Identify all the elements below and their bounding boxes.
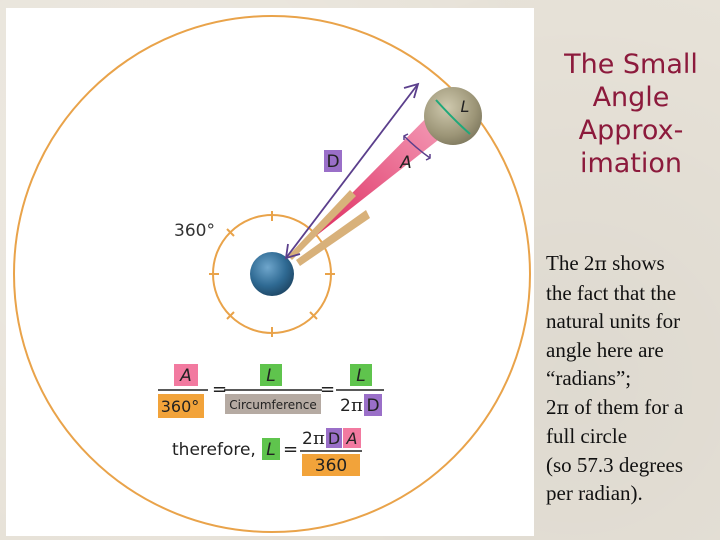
eq-equals-3: = [283, 439, 298, 460]
body-line-6-post: of them for a [569, 394, 684, 419]
eq-d: D [366, 396, 379, 416]
eq-l3: L [266, 440, 275, 460]
eq-360-2: 360 [315, 456, 347, 476]
slide-title: The Small Angle Approx- imation [548, 48, 714, 180]
body-line-5: “radians”; [546, 366, 632, 390]
equation-row-1: A 360° = L Circumference = L 2 π D [158, 364, 384, 418]
angle-label: A [399, 153, 412, 173]
title-line-1: The Small [564, 49, 698, 80]
distance-arrowhead-top [403, 82, 420, 99]
body-line-4: angle here are [546, 337, 664, 362]
eq-360-box [158, 394, 204, 418]
body-line-3: natural units for [546, 309, 681, 333]
diagram-panel: D A L 360° A 360° = L Circumference = L … [6, 8, 534, 536]
body-line-1-post: shows [606, 251, 665, 275]
eq-a2: A [346, 429, 358, 448]
eq-a-box [174, 364, 198, 386]
length-label: L [461, 97, 470, 116]
d-label-box [324, 150, 342, 172]
eq-therefore: therefore, [172, 440, 256, 460]
title-line-4: imation [579, 148, 683, 179]
angle-arc-head-1 [403, 133, 409, 140]
eq-a: A [179, 366, 192, 386]
eq-360-2-box [302, 454, 360, 476]
eq-two: 2 [340, 396, 351, 416]
slide-body-text: The 2π shows the fact that the natural u… [546, 249, 714, 508]
body-line-1: The 2π shows [546, 249, 714, 279]
pi-symbol: π [594, 253, 607, 275]
outer-circle [13, 15, 531, 533]
body-line-7: full circle [546, 424, 628, 448]
body-line-6-pre: 2 [546, 394, 557, 419]
telescope-bar-top [288, 190, 356, 260]
length-arc [435, 99, 471, 135]
eq-d2: D [328, 429, 340, 448]
body-line-8: (so 57.3 degrees [546, 452, 684, 477]
distance-arrow [285, 83, 419, 259]
planet [250, 252, 294, 296]
angle-arc [403, 135, 431, 159]
title-line-2: Angle [592, 82, 670, 113]
eq-equals-2: = [320, 379, 335, 400]
eq-d2-box [326, 428, 342, 448]
eq-d-box [364, 394, 382, 416]
telescope-bar-bottom [296, 210, 370, 266]
eq-l2: L [356, 366, 365, 386]
body-line-6: 2π of them for a [546, 393, 714, 423]
eq-360: 360° [161, 397, 200, 416]
body-line-2: the fact that the [546, 280, 677, 305]
eq-l1: L [266, 366, 275, 386]
eq-two-2: 2 [302, 429, 313, 449]
distance-arrowhead-bottom [284, 243, 301, 260]
eq-l2-box [350, 364, 372, 386]
full-circle-label: 360° [174, 221, 215, 241]
eq-circumference-box [225, 394, 321, 414]
eq-pi-2: π [313, 428, 325, 449]
angle-arc-head-2 [425, 154, 431, 161]
eq-pi: π [351, 395, 363, 416]
moon [424, 87, 482, 145]
eq-a2-box [343, 428, 361, 448]
eq-l3-box [262, 438, 280, 460]
distance-label: D [326, 152, 339, 172]
title-line-3: Approx- [578, 115, 684, 146]
small-angle-diagram: D A L 360° A 360° = L Circumference = L … [13, 15, 531, 533]
eq-circumference: Circumference [229, 398, 317, 412]
body-line-1-pre: The 2 [546, 251, 595, 275]
pi-symbol: π [556, 396, 570, 419]
eq-l1-box [260, 364, 282, 386]
equation-row-2: therefore, L = 2 π D A 360 [172, 428, 362, 476]
eq-equals-1: = [212, 379, 227, 400]
body-line-9: per radian). [546, 481, 643, 505]
